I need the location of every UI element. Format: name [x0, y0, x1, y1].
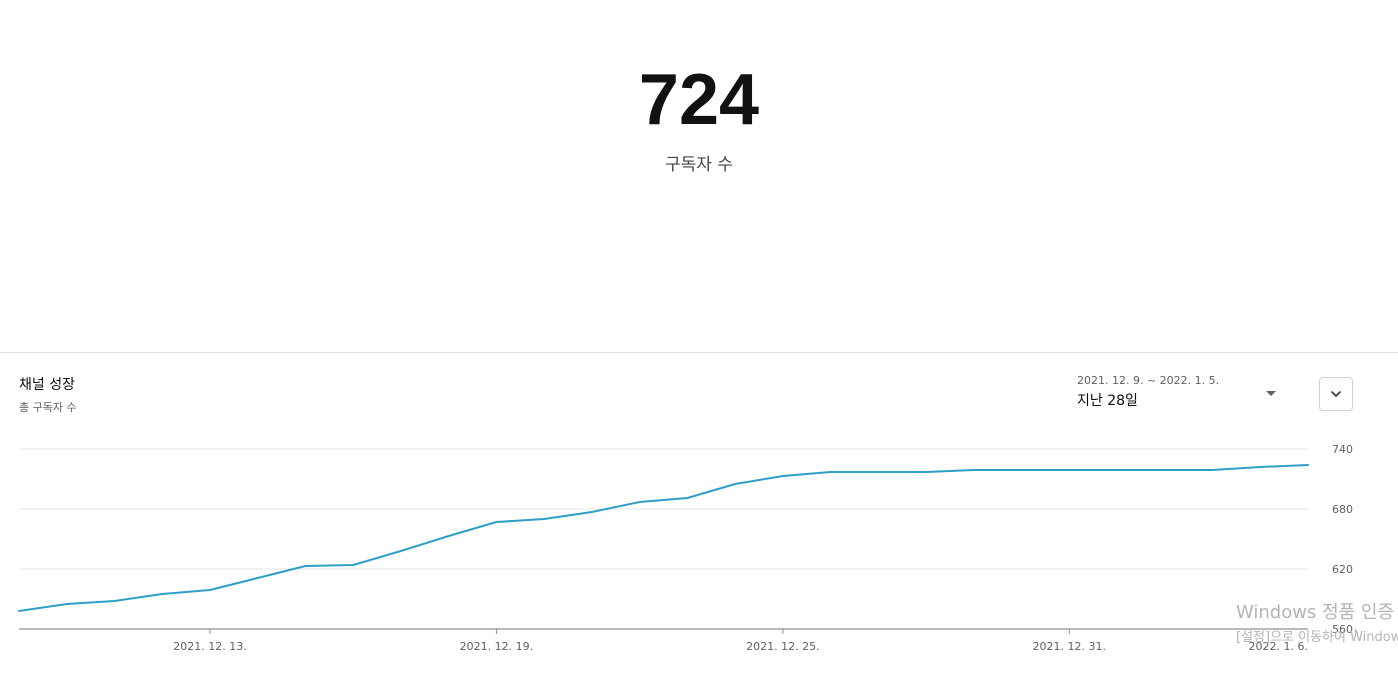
y-tick-label: 680 [1332, 503, 1353, 516]
data-point[interactable] [302, 563, 308, 569]
data-point[interactable] [1305, 462, 1311, 468]
data-point[interactable] [1019, 467, 1025, 473]
summary-section: 724 구독자 수 [638, 60, 760, 175]
data-point[interactable] [541, 516, 547, 522]
data-point[interactable] [1066, 467, 1072, 473]
data-point[interactable] [159, 591, 165, 597]
x-tick-label: 2021. 12. 31. [1033, 640, 1106, 653]
data-point[interactable] [64, 601, 70, 607]
data-point[interactable] [971, 467, 977, 473]
caret-down-icon[interactable] [1266, 391, 1276, 396]
data-point[interactable] [398, 548, 404, 554]
date-range-dates: 2021. 12. 9. ~ 2022. 1. 5. [1077, 374, 1220, 387]
data-point[interactable] [1162, 467, 1168, 473]
section-divider [0, 352, 1398, 353]
data-point[interactable] [875, 469, 881, 475]
data-point[interactable] [111, 598, 117, 604]
card-title: 채널 성장 [19, 377, 75, 393]
x-tick-label: 2021. 12. 19. [460, 640, 533, 653]
expand-button[interactable] [1319, 377, 1353, 411]
data-point[interactable] [637, 499, 643, 505]
data-point[interactable] [780, 473, 786, 479]
y-tick-label: 620 [1332, 563, 1353, 576]
data-point[interactable] [16, 608, 22, 614]
data-point[interactable] [684, 495, 690, 501]
date-range-label: 지난 28일 [1077, 393, 1138, 409]
y-tick-label: 560 [1332, 623, 1353, 636]
data-point[interactable] [732, 481, 738, 487]
x-tick-label: 2021. 12. 25. [746, 640, 819, 653]
date-range-selector[interactable]: 2021. 12. 9. ~ 2022. 1. 5. 지난 28일 [1077, 374, 1287, 410]
data-point[interactable] [446, 533, 452, 539]
data-point[interactable] [923, 469, 929, 475]
x-tick-label: 2021. 12. 13. [173, 640, 246, 653]
data-point[interactable] [589, 509, 595, 515]
subscriber-series-line [18, 464, 1309, 612]
x-tick-label: 2022. 1. 6. [1249, 640, 1308, 653]
data-point[interactable] [493, 519, 499, 525]
data-point[interactable] [1114, 467, 1120, 473]
data-point[interactable] [207, 587, 213, 593]
data-point[interactable] [1210, 467, 1216, 473]
y-tick-label: 740 [1332, 443, 1353, 456]
card-subtitle: 총 구독자 수 [19, 401, 77, 414]
data-point[interactable] [828, 469, 834, 475]
data-point[interactable] [255, 575, 261, 581]
subscriber-line-chart: 740 680 620 560 2021. 12. 13. 2021. 12. 19. 20… [16, 443, 1357, 653]
data-point[interactable] [350, 562, 356, 568]
subscriber-count-label: 구독자 수 [665, 155, 733, 175]
chevron-down-icon [1331, 391, 1341, 397]
subscriber-count: 724 [638, 60, 760, 140]
data-point[interactable] [1257, 464, 1263, 470]
